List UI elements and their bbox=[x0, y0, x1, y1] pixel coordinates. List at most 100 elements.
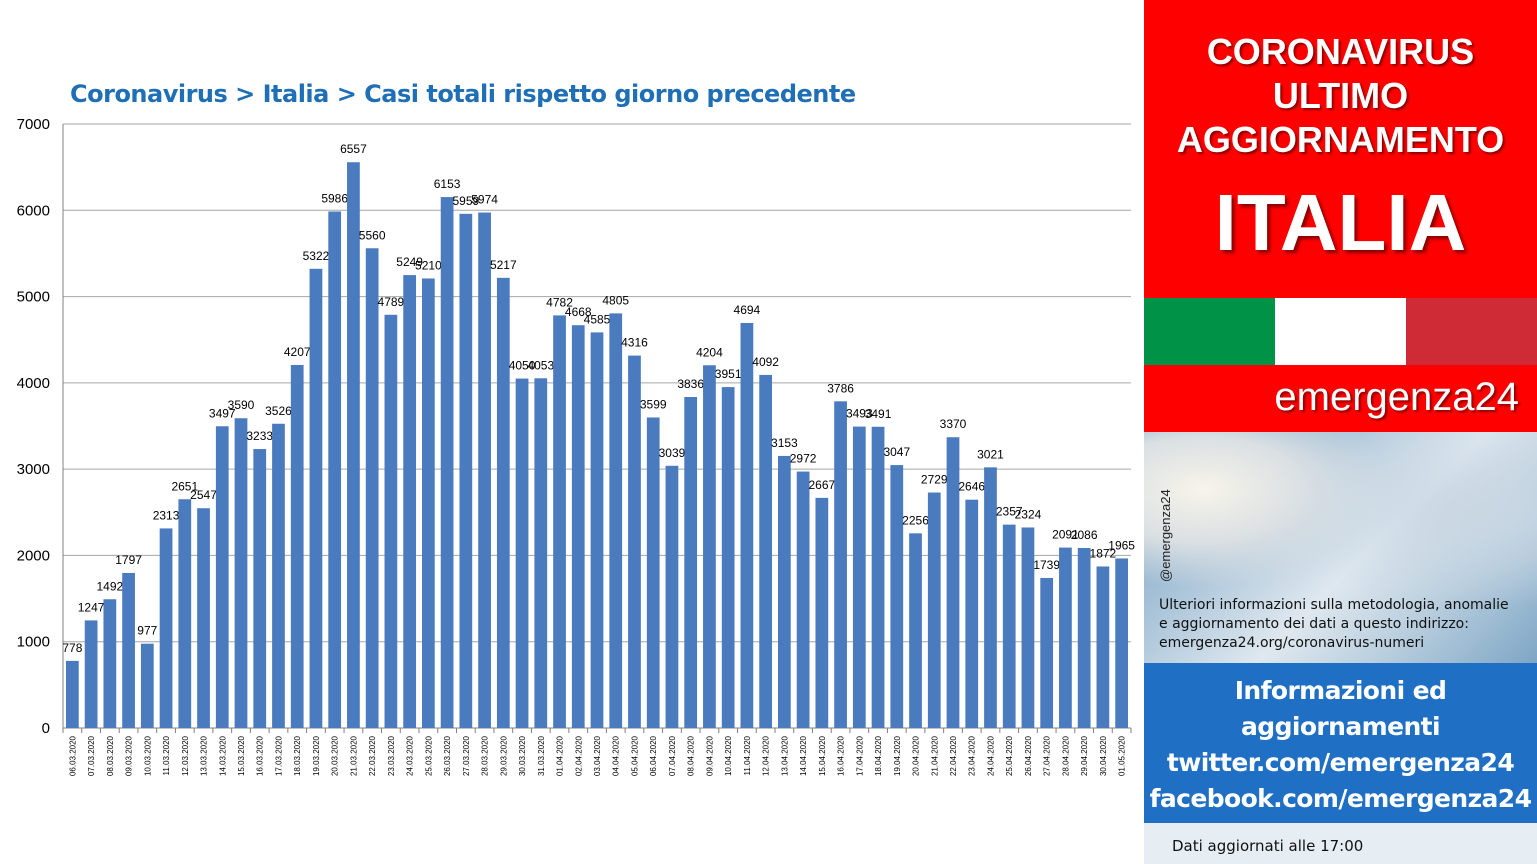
data-label: 2972 bbox=[790, 452, 817, 466]
bar bbox=[609, 313, 623, 728]
bar bbox=[347, 162, 360, 728]
x-tick-label: 23.03.2020 bbox=[387, 735, 396, 776]
x-tick-label: 26.04.2020 bbox=[1024, 735, 1033, 776]
data-label: 2313 bbox=[153, 508, 180, 522]
y-tick-label: 4000 bbox=[17, 375, 50, 392]
x-tick-label: 21.04.2020 bbox=[930, 735, 939, 776]
data-label: 5210 bbox=[415, 258, 442, 272]
x-tick-label: 30.04.2020 bbox=[1099, 735, 1108, 776]
data-label: 2324 bbox=[1015, 507, 1042, 521]
x-tick-label: 10.04.2020 bbox=[724, 735, 733, 776]
update-time: Dati aggiornati alle 17:00 bbox=[1172, 837, 1364, 855]
x-tick-label: 13.04.2020 bbox=[780, 735, 789, 776]
x-tick-label: 15.04.2020 bbox=[818, 735, 827, 776]
data-label: 2651 bbox=[171, 479, 198, 493]
y-tick-label: 0 bbox=[42, 720, 50, 737]
bar bbox=[403, 275, 417, 728]
data-label: 3599 bbox=[640, 397, 667, 411]
x-tick-label: 14.03.2020 bbox=[218, 735, 227, 776]
data-label: 5974 bbox=[471, 193, 498, 207]
data-label: 3233 bbox=[246, 429, 273, 443]
bar bbox=[1059, 547, 1072, 728]
x-tick-label: 09.03.2020 bbox=[125, 735, 134, 776]
bar bbox=[571, 325, 585, 728]
data-label: 1797 bbox=[115, 553, 142, 567]
bar bbox=[759, 374, 773, 728]
headline-line: ULTIMO bbox=[1272, 75, 1409, 116]
bar bbox=[1096, 566, 1110, 728]
data-label: 1247 bbox=[78, 600, 105, 614]
bar bbox=[815, 497, 829, 728]
data-label: 1492 bbox=[96, 579, 123, 593]
data-label: 1965 bbox=[1108, 538, 1135, 552]
x-tick-label: 15.03.2020 bbox=[237, 735, 246, 776]
data-label: 4805 bbox=[602, 293, 629, 307]
x-tick-label: 11.03.2020 bbox=[162, 735, 171, 775]
flag-stripe-red bbox=[1406, 298, 1537, 365]
x-tick-label: 22.03.2020 bbox=[368, 735, 377, 776]
data-label: 4782 bbox=[546, 295, 573, 309]
data-label: 3493 bbox=[846, 407, 873, 421]
bar bbox=[777, 455, 791, 728]
bar bbox=[1021, 527, 1035, 728]
bar bbox=[703, 365, 716, 728]
bar bbox=[740, 322, 754, 728]
facebook-link[interactable]: facebook.com/emergenza24 bbox=[1149, 784, 1532, 813]
data-label: 3153 bbox=[771, 436, 798, 450]
data-label: 4204 bbox=[696, 345, 723, 359]
bar bbox=[721, 387, 735, 728]
bar bbox=[665, 465, 679, 728]
info-panel: @emergenza24 Ulteriori informazioni sull… bbox=[1144, 432, 1537, 663]
bar bbox=[253, 449, 267, 728]
bar bbox=[421, 278, 435, 728]
headline-line: AGGIORNAMENTO bbox=[1176, 119, 1505, 160]
bar bbox=[852, 426, 866, 728]
y-tick-label: 5000 bbox=[17, 289, 50, 306]
x-tick-label: 11.04.2020 bbox=[743, 735, 752, 775]
data-label: 6557 bbox=[340, 142, 367, 156]
data-label: 3786 bbox=[827, 381, 854, 395]
methodology-link[interactable]: emergenza24.org/coronavirus-numeri bbox=[1159, 635, 1425, 651]
x-tick-label: 02.04.2020 bbox=[574, 735, 583, 776]
bar bbox=[1040, 577, 1054, 728]
flag-stripe-green bbox=[1144, 298, 1275, 365]
x-tick-label: 17.04.2020 bbox=[855, 735, 864, 776]
data-label: 2091 bbox=[1052, 528, 1079, 542]
bar bbox=[1002, 524, 1016, 728]
bar bbox=[1115, 558, 1129, 728]
data-label: 4053 bbox=[527, 358, 554, 372]
x-tick-label: 21.03.2020 bbox=[349, 735, 358, 776]
x-tick-label: 07.03.2020 bbox=[87, 735, 96, 776]
flag-stripe-white bbox=[1275, 298, 1406, 365]
bar bbox=[496, 277, 510, 728]
data-label: 3590 bbox=[228, 398, 255, 412]
social-handle: @emergenza24 bbox=[1158, 489, 1173, 582]
contact-lines: Informazioni ed aggiornamenti twitter.co… bbox=[1144, 673, 1537, 817]
twitter-link[interactable]: twitter.com/emergenza24 bbox=[1166, 748, 1515, 777]
data-label: 2256 bbox=[902, 513, 929, 527]
bar bbox=[103, 599, 117, 728]
bar bbox=[984, 467, 997, 728]
bar bbox=[384, 314, 398, 728]
methodology-line: Ulteriori informazioni sulla metodologia… bbox=[1159, 597, 1509, 613]
x-tick-label: 31.03.2020 bbox=[537, 735, 546, 776]
bar bbox=[84, 620, 98, 728]
headline: CORONAVIRUS ULTIMO AGGIORNAMENTO bbox=[1144, 30, 1537, 162]
bar bbox=[159, 528, 173, 728]
y-tick-label: 2000 bbox=[17, 547, 50, 564]
x-tick-label: 23.04.2020 bbox=[968, 735, 977, 776]
x-tick-label: 13.03.2020 bbox=[200, 735, 209, 776]
data-label: 4316 bbox=[621, 336, 648, 350]
x-tick-label: 08.03.2020 bbox=[106, 735, 115, 776]
x-tick-label: 24.04.2020 bbox=[986, 735, 995, 776]
contact-line: aggiornamenti bbox=[1241, 712, 1441, 741]
x-tick-label: 19.03.2020 bbox=[312, 735, 321, 776]
x-tick-label: 27.03.2020 bbox=[462, 735, 471, 776]
data-label: 5986 bbox=[321, 191, 348, 205]
y-tick-label: 7000 bbox=[17, 116, 50, 133]
x-tick-label: 24.03.2020 bbox=[406, 735, 415, 776]
x-tick-label: 18.04.2020 bbox=[874, 735, 883, 776]
bar bbox=[1077, 548, 1091, 728]
data-label: 2547 bbox=[190, 488, 217, 502]
brand-bar: emergenza24 bbox=[1144, 365, 1537, 432]
